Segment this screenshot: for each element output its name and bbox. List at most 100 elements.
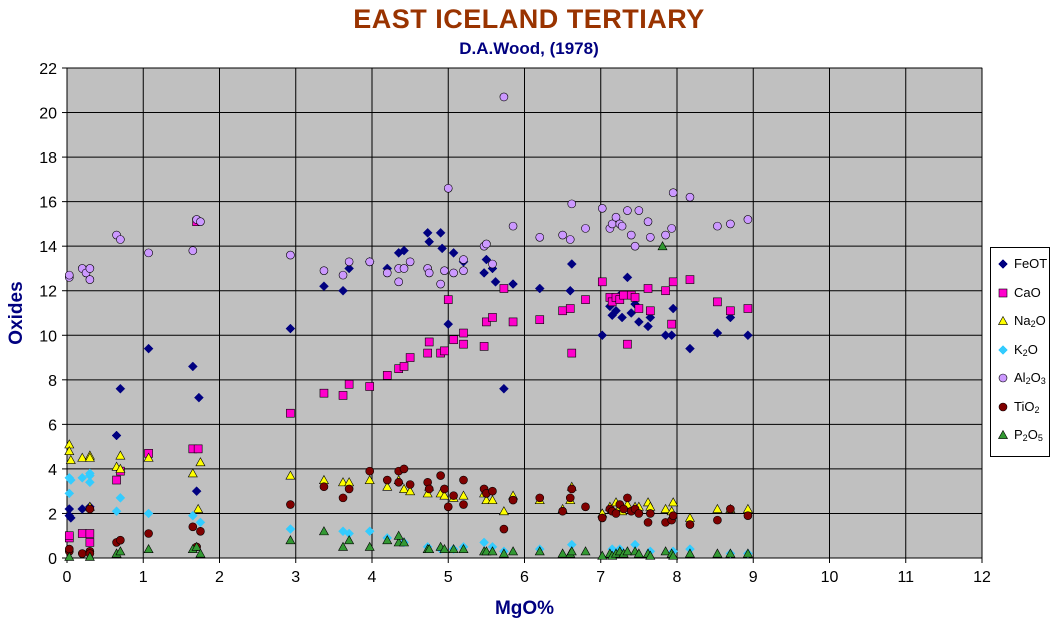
legend-label: Na2O (1014, 313, 1046, 329)
point-feot (712, 328, 723, 338)
point-feot (443, 319, 454, 329)
point-tio2 (459, 475, 468, 485)
point-k2o (195, 517, 206, 528)
point-feot (64, 504, 75, 514)
point-p2o5 (660, 546, 671, 556)
point-feot (508, 279, 518, 289)
point-al2o3 (488, 259, 497, 269)
chart-title: EAST ICELAND TERTIARY (353, 4, 705, 34)
point-tio2 (399, 464, 409, 474)
point-cao (338, 391, 348, 400)
point-al2o3 (643, 217, 653, 226)
point-na2o (405, 486, 416, 496)
point-al2o3 (365, 257, 375, 267)
point-al2o3 (319, 266, 329, 275)
point-feot (743, 330, 753, 341)
point-na2o (115, 463, 126, 473)
point-al2o3 (611, 212, 621, 222)
point-feot (685, 343, 695, 354)
point-al2o3 (286, 250, 295, 260)
y-tick-label: 22 (39, 61, 57, 78)
point-tio2 (508, 495, 518, 505)
point-tio2 (319, 482, 329, 492)
point-feot (424, 236, 435, 247)
point-p2o5 (195, 548, 206, 558)
legend-item-k2o: K2O (997, 340, 1049, 360)
point-feot (435, 227, 446, 238)
legend-symbol (998, 259, 1008, 269)
point-tio2 (581, 502, 590, 512)
point-p2o5 (725, 548, 736, 558)
point-na2o (382, 481, 393, 491)
point-cao (685, 275, 695, 284)
point-cao (619, 290, 628, 300)
legend-item-tio2: TiO2 (997, 397, 1049, 417)
point-na2o (338, 477, 349, 487)
series-al2o3 (64, 92, 753, 289)
point-cao (443, 295, 453, 304)
point-feot (565, 285, 576, 296)
point-al2o3 (344, 257, 354, 267)
point-cao (713, 297, 722, 307)
point-al2o3 (508, 221, 518, 231)
point-al2o3 (597, 204, 607, 213)
point-tio2 (77, 549, 87, 558)
point-p2o5 (382, 535, 393, 545)
point-feot (611, 305, 621, 316)
legend-marker-feot (998, 259, 1008, 269)
point-cao (459, 328, 468, 338)
point-al2o3 (144, 248, 153, 258)
y-tick-label: 14 (39, 239, 57, 256)
point-tio2 (743, 511, 753, 520)
point-tio2 (726, 504, 735, 514)
point-feot (645, 312, 656, 323)
point-feot (490, 276, 501, 287)
point-tio2 (436, 471, 445, 480)
point-na2o (439, 490, 450, 500)
point-p2o5 (622, 546, 633, 556)
point-cao (459, 339, 468, 349)
point-tio2 (144, 529, 153, 538)
point-cao (365, 382, 375, 391)
point-tio2 (286, 500, 295, 509)
point-cao (597, 277, 607, 287)
point-p2o5 (364, 541, 375, 551)
point-feot (634, 317, 644, 327)
point-p2o5 (712, 548, 723, 558)
x-tick-label: 7 (596, 569, 605, 586)
legend-item-al2o3: Al2O3 (997, 368, 1049, 388)
y-tick-label: 12 (39, 284, 57, 301)
point-tio2 (449, 491, 458, 500)
x-tick-label: 11 (897, 569, 914, 586)
legend-marker-al2o3 (998, 373, 1008, 383)
point-p2o5 (498, 548, 509, 558)
point-feot (643, 321, 653, 332)
point-tio2 (713, 515, 722, 525)
point-p2o5 (645, 550, 656, 560)
point-k2o (111, 506, 122, 517)
point-al2o3 (630, 241, 640, 251)
point-p2o5 (566, 546, 577, 556)
point-feot (448, 248, 459, 258)
point-al2o3 (338, 270, 348, 280)
point-p2o5 (448, 543, 459, 553)
legend-label: P2O5 (1014, 427, 1043, 443)
legend-label: Al2O3 (1014, 370, 1046, 386)
point-al2o3 (394, 277, 403, 287)
legend-label: CaO (1014, 284, 1041, 300)
point-na2o (84, 452, 95, 462)
point-al2o3 (443, 183, 453, 193)
series-tio2 (64, 464, 753, 558)
point-al2o3 (558, 230, 567, 240)
point-tio2 (188, 522, 198, 532)
point-cao (112, 475, 121, 485)
point-al2o3 (196, 217, 205, 226)
point-p2o5 (424, 543, 435, 553)
point-na2o (195, 457, 206, 467)
point-feot (191, 486, 202, 497)
point-na2o (364, 474, 375, 484)
point-p2o5 (580, 546, 591, 556)
point-na2o (481, 494, 492, 504)
point-al2o3 (499, 92, 509, 102)
y-tick-label: 4 (48, 462, 57, 479)
